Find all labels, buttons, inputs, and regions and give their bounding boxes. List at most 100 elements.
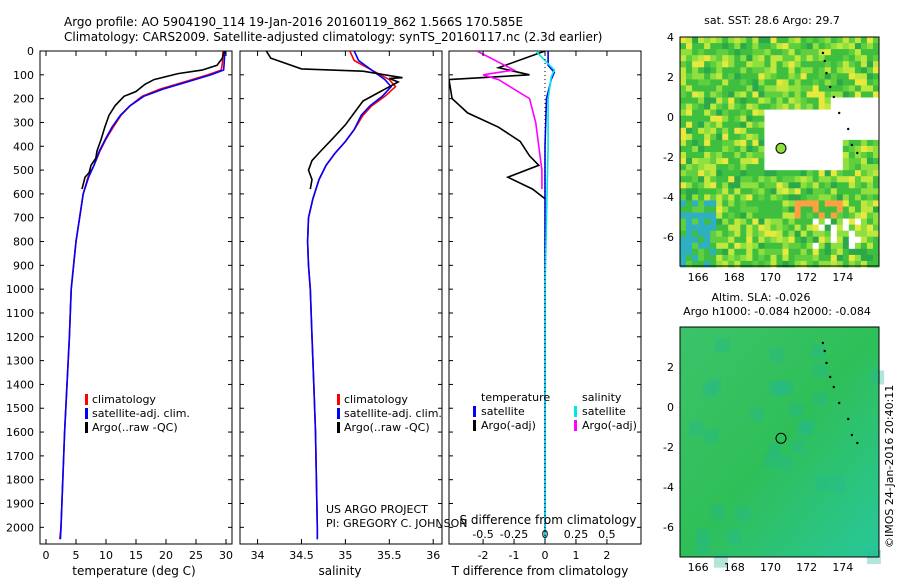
sst-cell xyxy=(710,194,717,201)
sst-cell xyxy=(830,73,838,80)
sst-cell xyxy=(794,127,802,135)
sst-cell xyxy=(710,85,717,92)
x-tick-label-salinity: -0.25 xyxy=(500,528,528,541)
sst-cell xyxy=(716,85,723,92)
sst-cell xyxy=(692,182,699,189)
series-line-climatology xyxy=(306,51,397,540)
sst-cell xyxy=(752,248,759,256)
sst-cell xyxy=(716,139,723,147)
sst-cell xyxy=(842,139,850,147)
sst-cell xyxy=(866,139,874,147)
island xyxy=(832,385,835,389)
sst-cell xyxy=(782,55,789,62)
sst-cell xyxy=(740,152,747,159)
sst-cell xyxy=(704,37,711,44)
sst-cell xyxy=(746,109,753,117)
series-line-salinity-argo-adj- xyxy=(476,51,543,190)
sst-cell xyxy=(806,85,814,92)
sst-cell xyxy=(776,176,783,183)
sst-cell xyxy=(686,212,693,220)
sst-cell xyxy=(740,97,747,105)
legend-label: Argo(..raw -QC) xyxy=(92,421,178,434)
sst-cell xyxy=(794,43,802,50)
sst-cell xyxy=(740,200,747,207)
sst-cell xyxy=(860,133,868,141)
sst-cell xyxy=(794,73,802,80)
sst-cell xyxy=(698,37,705,44)
sst-cell xyxy=(752,67,759,74)
sst-cell xyxy=(824,85,832,92)
sst-cell xyxy=(800,55,808,62)
sst-cell xyxy=(680,43,687,50)
sst-cell xyxy=(866,152,874,159)
difference-series xyxy=(449,51,556,540)
sst-cell xyxy=(812,55,820,62)
sst-cell xyxy=(848,115,856,123)
sst-cell xyxy=(722,85,729,92)
sst-cell xyxy=(836,242,844,250)
difference-x-axis: -2 -1 0 1 2 -0.5 -0.25 0 0.25 0.5 xyxy=(472,51,616,562)
island xyxy=(821,341,825,345)
sst-cell xyxy=(776,260,783,268)
sst-cell xyxy=(734,164,741,171)
sst-cell xyxy=(788,103,795,111)
sst-cell xyxy=(770,103,777,111)
sst-cell xyxy=(686,182,693,189)
sst-cell xyxy=(860,145,868,153)
sst-cell xyxy=(698,212,705,220)
sst-cell xyxy=(704,127,711,135)
series-line-satellite-adj-clim- xyxy=(306,51,393,540)
legend-label: satellite-adj. clim. xyxy=(92,407,190,420)
sst-cell xyxy=(746,55,753,62)
sst-cell xyxy=(806,109,814,117)
sst-cell xyxy=(818,152,826,159)
sst-cell xyxy=(764,37,771,44)
sst-cell xyxy=(812,212,820,220)
sst-cell xyxy=(692,176,699,183)
map-x-tick-label: 174 xyxy=(832,561,853,574)
sst-cell xyxy=(830,188,838,195)
sst-cell xyxy=(764,97,771,105)
sst-cell xyxy=(873,236,880,244)
sst-cell xyxy=(806,188,814,195)
island xyxy=(825,71,828,75)
sst-cell xyxy=(824,158,832,165)
sst-cell xyxy=(764,127,771,135)
sst-cell xyxy=(722,152,729,159)
sst-cell xyxy=(746,224,753,232)
sst-cell xyxy=(764,206,771,214)
sst-cell xyxy=(722,43,729,50)
argo-position-marker xyxy=(775,142,787,154)
sla-map-frame xyxy=(679,326,880,558)
sst-cell xyxy=(866,194,874,201)
sst-cell xyxy=(764,188,771,195)
sst-cell xyxy=(873,224,880,232)
sst-cell xyxy=(728,194,735,201)
sst-cell xyxy=(686,133,693,141)
temperature-legend: climatology satellite-adj. clim. Argo(..… xyxy=(85,393,190,434)
sst-cell xyxy=(746,103,753,111)
sst-cell xyxy=(758,164,765,171)
sst-cell xyxy=(806,158,814,165)
sst-cell xyxy=(698,73,705,80)
sst-cell xyxy=(770,218,777,226)
series-line-argo-raw-qc- xyxy=(265,51,403,190)
sst-cell xyxy=(680,91,687,99)
sst-cell xyxy=(734,206,741,214)
sst-cell xyxy=(866,164,874,171)
sst-cell xyxy=(860,103,868,111)
sst-cell xyxy=(782,188,789,195)
sst-cell xyxy=(770,115,777,123)
legend-swatch-satellite xyxy=(337,408,340,419)
sst-cell xyxy=(860,97,868,105)
x-tick-label: 0 xyxy=(43,549,50,562)
sst-cell xyxy=(710,200,717,207)
sst-cell xyxy=(788,133,795,141)
sst-cell xyxy=(800,43,808,50)
sst-cell xyxy=(842,206,850,214)
legend-swatch-s-argo xyxy=(574,420,577,431)
sst-cell xyxy=(873,158,880,165)
sst-cell xyxy=(842,218,850,226)
y-tick-label: 0 xyxy=(27,45,34,58)
sst-cell xyxy=(848,188,856,195)
